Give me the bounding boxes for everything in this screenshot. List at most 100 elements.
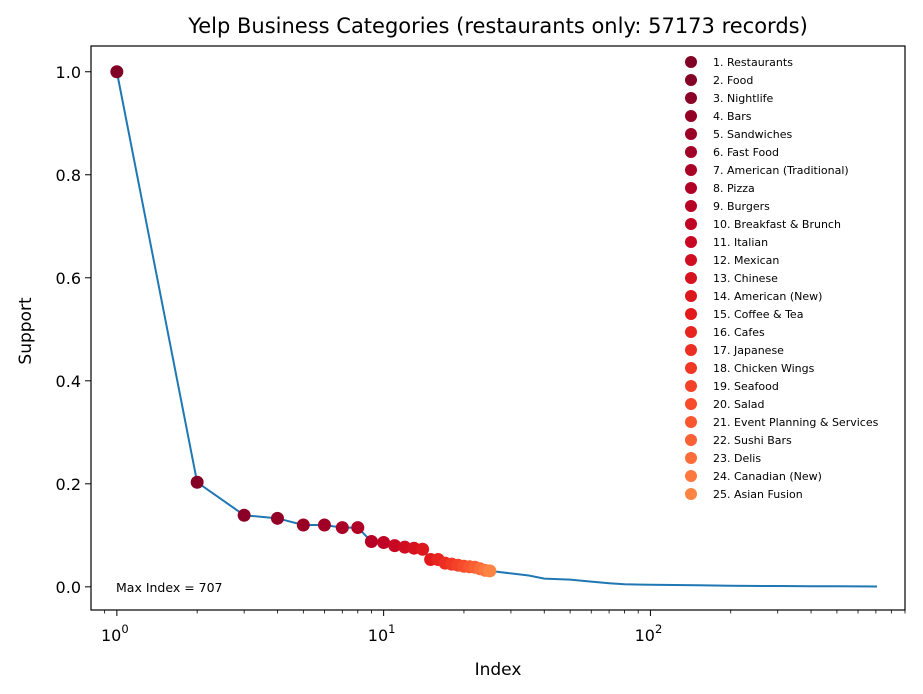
category-point-4 xyxy=(270,511,284,525)
legend-label-10: 10. Breakfast & Brunch xyxy=(713,218,841,231)
category-point-1 xyxy=(110,65,124,79)
legend-marker-17 xyxy=(685,344,697,356)
category-point-10 xyxy=(377,536,391,550)
y-tick-label-0: 0.0 xyxy=(56,578,81,597)
legend-marker-20 xyxy=(685,398,697,410)
legend-label-18: 18. Chicken Wings xyxy=(713,362,815,375)
legend-entry-9: 9. Burgers xyxy=(685,200,770,213)
legend-entry-10: 10. Breakfast & Brunch xyxy=(685,218,841,231)
y-tick-label-5: 1.0 xyxy=(56,63,81,82)
legend-label-16: 16. Cafes xyxy=(713,326,765,339)
category-point-9 xyxy=(364,535,378,548)
legend-marker-2 xyxy=(685,74,697,86)
y-tick-label-2: 0.4 xyxy=(56,372,81,391)
legend-marker-1 xyxy=(685,56,697,68)
legend-entry-14: 14. American (New) xyxy=(685,290,822,303)
category-point-11 xyxy=(388,539,402,553)
legend-entry-5: 5. Sandwiches xyxy=(685,128,793,141)
legend-label-21: 21. Event Planning & Services xyxy=(713,416,879,429)
category-point-14 xyxy=(416,542,430,556)
legend-marker-24 xyxy=(685,470,697,482)
category-point-2 xyxy=(190,475,204,489)
y-tick-label-3: 0.6 xyxy=(56,269,81,288)
plot-area xyxy=(110,65,878,588)
legend-marker-10 xyxy=(685,218,697,230)
legend-entry-24: 24. Canadian (New) xyxy=(685,470,822,483)
category-point-8 xyxy=(351,521,365,535)
category-point-5 xyxy=(296,518,310,532)
legend-label-6: 6. Fast Food xyxy=(713,146,779,159)
plot-frame xyxy=(90,45,906,611)
legend-entry-1: 1. Restaurants xyxy=(685,56,793,69)
max-index-annotation: Max Index = 707 xyxy=(116,580,223,595)
legend-entry-8: 8. Pizza xyxy=(685,182,755,195)
legend-marker-3 xyxy=(685,92,697,104)
legend-marker-19 xyxy=(685,380,697,392)
legend-marker-23 xyxy=(685,452,697,464)
legend-marker-14 xyxy=(685,290,697,302)
legend-entry-19: 19. Seafood xyxy=(685,380,779,393)
category-point-25 xyxy=(483,564,497,578)
legend-label-12: 12. Mexican xyxy=(713,254,779,267)
legend-marker-7 xyxy=(685,164,697,176)
legend-marker-4 xyxy=(685,110,697,122)
legend-marker-22 xyxy=(685,434,697,446)
legend-marker-21 xyxy=(685,416,697,428)
legend-label-13: 13. Chinese xyxy=(713,272,778,285)
legend-label-24: 24. Canadian (New) xyxy=(713,470,822,483)
category-point-6 xyxy=(317,518,331,532)
y-axis-ticks: 0.0 0.2 0.4 0.6 0.8 1.0 xyxy=(56,63,91,597)
legend-label-5: 5. Sandwiches xyxy=(713,128,793,141)
legend-entry-25: 25. Asian Fusion xyxy=(685,488,803,501)
legend-entry-6: 6. Fast Food xyxy=(685,146,779,159)
legend-entry-23: 23. Delis xyxy=(685,452,761,465)
legend-marker-11 xyxy=(685,236,697,248)
legend-entry-22: 22. Sushi Bars xyxy=(685,434,792,447)
legend-label-14: 14. American (New) xyxy=(713,290,822,303)
legend-label-20: 20. Salad xyxy=(713,398,765,411)
legend-label-7: 7. American (Traditional) xyxy=(713,164,849,177)
legend-marker-12 xyxy=(685,254,697,266)
legend-marker-8 xyxy=(685,182,697,194)
legend-label-11: 11. Italian xyxy=(713,236,768,249)
category-point-3 xyxy=(237,508,251,522)
legend-label-8: 8. Pizza xyxy=(713,182,755,195)
legend-marker-9 xyxy=(685,200,697,212)
legend-marker-5 xyxy=(685,128,697,140)
legend-entry-3: 3. Nightlife xyxy=(685,92,774,105)
legend-entry-16: 16. Cafes xyxy=(685,326,765,339)
legend-entry-12: 12. Mexican xyxy=(685,254,779,267)
legend-marker-6 xyxy=(685,146,697,158)
legend-entry-13: 13. Chinese xyxy=(685,272,778,285)
legend: 1. Restaurants 2. Food 3. Nightlife 4. Bars… xyxy=(685,56,879,501)
chart-title: Yelp Business Categories (restaurants on… xyxy=(187,14,808,38)
legend-marker-15 xyxy=(685,308,697,320)
legend-label-3: 3. Nightlife xyxy=(713,92,774,105)
y-axis-label: Support xyxy=(16,297,36,365)
legend-marker-25 xyxy=(685,488,697,500)
x-axis-label: Index xyxy=(475,660,522,680)
legend-label-22: 22. Sushi Bars xyxy=(713,434,792,447)
legend-label-1: 1. Restaurants xyxy=(713,56,793,69)
legend-label-17: 17. Japanese xyxy=(713,344,784,357)
legend-label-25: 25. Asian Fusion xyxy=(713,488,803,501)
legend-label-9: 9. Burgers xyxy=(713,200,770,213)
legend-marker-16 xyxy=(685,326,697,338)
legend-label-2: 2. Food xyxy=(713,74,753,87)
y-tick-label-4: 0.8 xyxy=(56,166,81,185)
legend-entry-15: 15. Coffee & Tea xyxy=(685,308,803,321)
legend-label-4: 4. Bars xyxy=(713,110,752,123)
y-tick-label-1: 0.2 xyxy=(56,475,81,494)
legend-entry-20: 20. Salad xyxy=(685,398,765,411)
legend-entry-11: 11. Italian xyxy=(685,236,768,249)
legend-entry-21: 21. Event Planning & Services xyxy=(685,416,879,429)
category-point-7 xyxy=(335,521,349,535)
legend-entry-7: 7. American (Traditional) xyxy=(685,164,849,177)
legend-marker-18 xyxy=(685,362,697,374)
legend-entry-2: 2. Food xyxy=(685,74,753,87)
legend-entry-4: 4. Bars xyxy=(685,110,752,123)
legend-label-19: 19. Seafood xyxy=(713,380,779,393)
legend-label-23: 23. Delis xyxy=(713,452,761,465)
